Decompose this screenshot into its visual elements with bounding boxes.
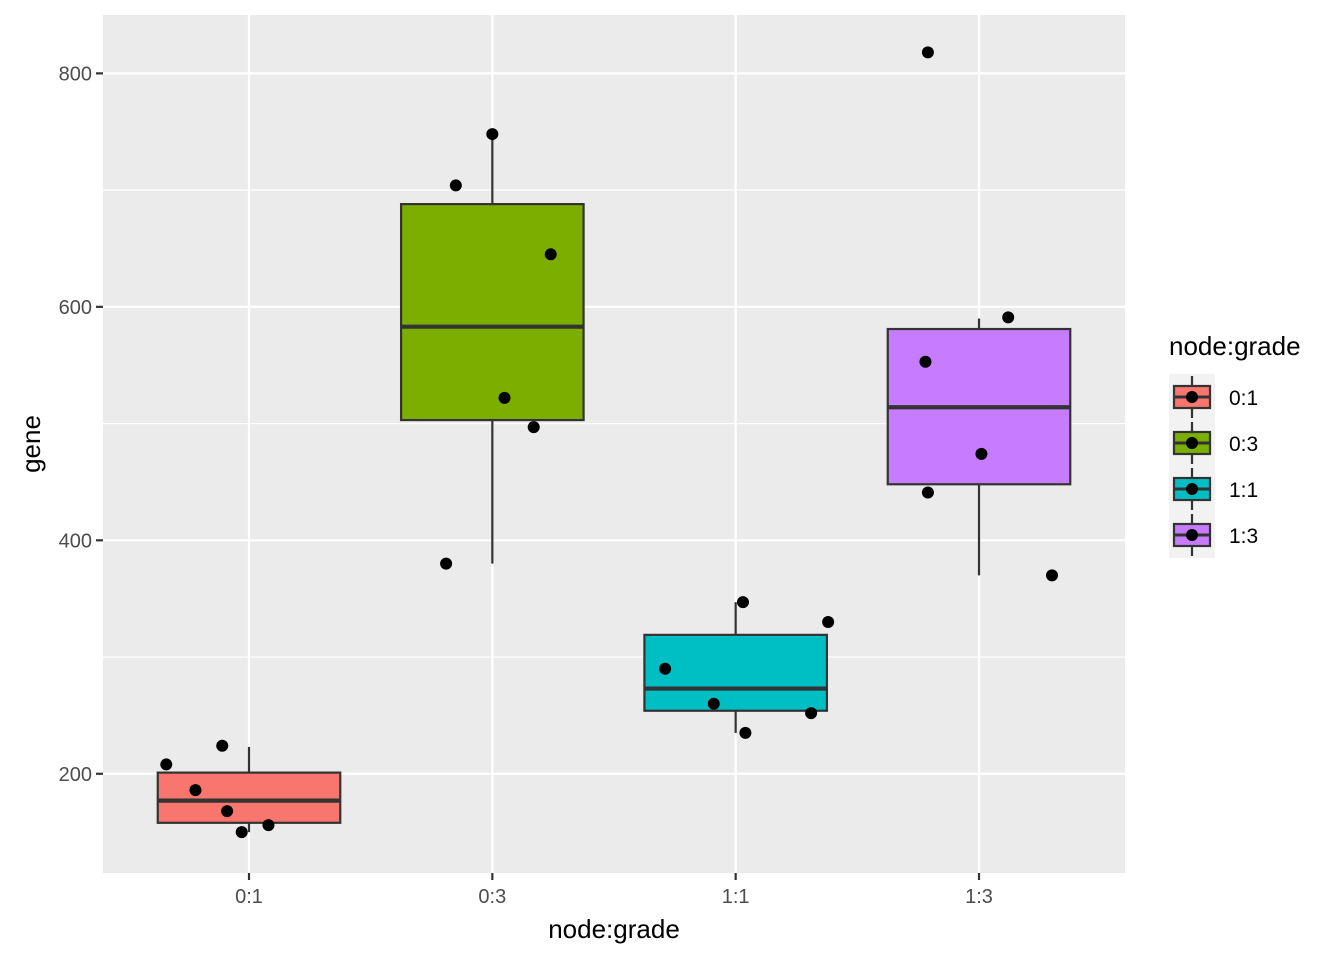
legend-label: 0:3	[1229, 433, 1258, 456]
data-point	[739, 726, 752, 739]
data-point	[921, 46, 934, 59]
y-axis-title: gene	[16, 415, 46, 473]
data-point	[216, 739, 229, 752]
data-point	[822, 616, 835, 629]
box-0:3	[399, 134, 585, 564]
x-axis-title: node:grade	[548, 914, 680, 944]
data-point	[1002, 311, 1015, 324]
box-body	[643, 633, 829, 712]
y-axis: 200 400 600 800	[59, 63, 103, 786]
data-point	[975, 447, 988, 460]
data-point	[235, 826, 248, 839]
data-point	[1046, 569, 1058, 582]
legend-title: node:grade	[1169, 331, 1301, 361]
y-tick-label: 800	[59, 63, 92, 85]
data-point	[189, 784, 202, 797]
data-point	[221, 805, 234, 818]
data-point	[160, 758, 173, 771]
data-point	[544, 248, 557, 261]
data-point	[486, 128, 499, 141]
legend-label: 0:1	[1229, 387, 1258, 410]
legend-point	[1186, 437, 1198, 449]
legend-label: 1:3	[1229, 525, 1258, 548]
x-tick-label: 1:1	[722, 886, 750, 908]
box-1:1	[643, 602, 829, 733]
y-tick-label: 400	[59, 530, 92, 552]
y-tick-label: 200	[59, 764, 92, 786]
data-point	[805, 707, 818, 720]
x-tick-label: 0:1	[235, 886, 263, 908]
data-point	[449, 179, 462, 192]
legend-point	[1186, 391, 1198, 403]
y-tick-label: 600	[59, 297, 92, 319]
legend-item: 1:1	[1172, 468, 1258, 510]
legend-item: 1:3	[1172, 514, 1258, 556]
legend-point	[1186, 529, 1198, 541]
data-point	[921, 486, 934, 499]
data-point	[527, 421, 540, 434]
box-body	[399, 203, 585, 422]
data-point	[262, 819, 275, 832]
legend-item: 0:1	[1172, 376, 1258, 418]
box-0:1	[156, 746, 342, 833]
x-axis: 0:1 0:3 1:1 1:3	[235, 873, 993, 908]
x-tick-label: 0:3	[478, 886, 506, 908]
box-layer	[156, 134, 1072, 833]
data-point	[440, 557, 453, 570]
box-body	[156, 771, 342, 824]
data-point	[659, 662, 672, 675]
data-point	[736, 596, 749, 609]
legend-label: 1:1	[1229, 479, 1258, 502]
legend-point	[1186, 483, 1198, 495]
point-layer	[160, 46, 1058, 839]
legend-item: 0:3	[1172, 422, 1258, 464]
data-point	[707, 697, 720, 710]
data-point	[919, 355, 932, 368]
data-point	[498, 391, 511, 404]
legend: node:grade 0:1 0:3 1:1 1:3	[1169, 331, 1301, 558]
x-tick-label: 1:3	[965, 886, 993, 908]
